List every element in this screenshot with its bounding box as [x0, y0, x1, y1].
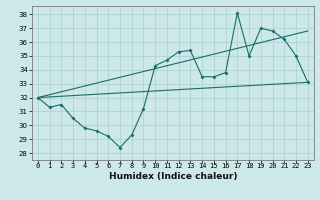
X-axis label: Humidex (Indice chaleur): Humidex (Indice chaleur) [108, 172, 237, 181]
